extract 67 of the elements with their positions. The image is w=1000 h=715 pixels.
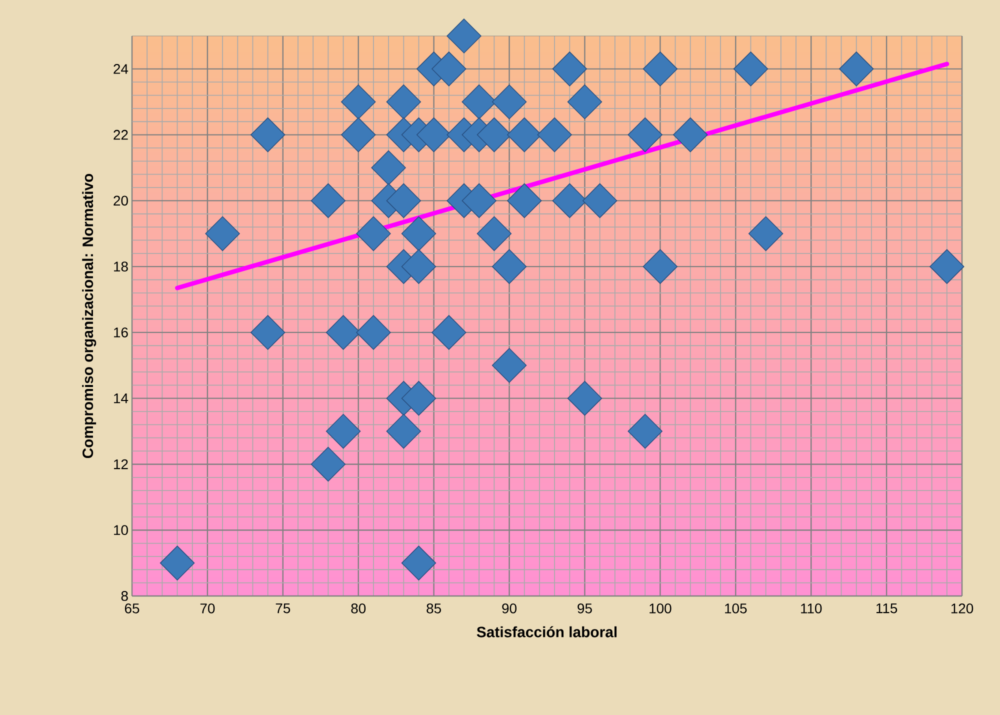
x-tick-label: 75 xyxy=(276,604,290,614)
point xyxy=(356,216,391,252)
point xyxy=(432,52,466,86)
point xyxy=(492,84,527,120)
point xyxy=(507,183,542,218)
y-tick-label: 18 xyxy=(114,262,128,272)
y-tick-label: 22 xyxy=(114,130,128,140)
point xyxy=(642,249,678,284)
point xyxy=(386,414,422,449)
point xyxy=(476,216,512,252)
point xyxy=(462,84,496,120)
point xyxy=(628,117,662,152)
y-tick-label: 14 xyxy=(114,394,128,404)
point xyxy=(401,216,436,252)
x-tick-label: 110 xyxy=(801,603,822,614)
point xyxy=(341,84,376,120)
point xyxy=(326,414,361,449)
point xyxy=(310,446,346,482)
point xyxy=(401,546,436,580)
y-tick-label: 16 xyxy=(114,328,128,338)
point xyxy=(673,117,708,152)
point xyxy=(642,52,678,86)
point xyxy=(401,249,436,284)
y-tick-label: 8 xyxy=(121,591,128,601)
point xyxy=(356,315,391,350)
point xyxy=(839,52,874,86)
point xyxy=(492,348,527,383)
point xyxy=(401,380,436,416)
x-tick-label: 85 xyxy=(426,603,441,614)
point xyxy=(567,380,602,416)
point xyxy=(462,183,496,218)
y-tick-label: 10 xyxy=(114,525,128,536)
x-tick-label: 105 xyxy=(725,603,747,614)
x-tick-label: 95 xyxy=(578,603,592,614)
point xyxy=(446,18,482,54)
x-tick-label: 65 xyxy=(124,603,140,614)
point xyxy=(371,150,406,186)
point xyxy=(160,546,195,580)
x-tick-label: 90 xyxy=(502,603,516,614)
x-tick-label: 70 xyxy=(200,603,215,614)
point xyxy=(432,315,466,350)
x-tick-label: 120 xyxy=(951,603,974,614)
point xyxy=(733,52,768,86)
x-tick-label: 115 xyxy=(876,604,898,614)
point xyxy=(386,84,422,120)
point xyxy=(930,249,964,284)
point xyxy=(582,183,618,218)
y-axis-title: Compromiso organizacional: Normativo xyxy=(82,174,96,458)
point xyxy=(628,414,662,449)
point xyxy=(552,52,587,86)
point xyxy=(567,84,602,120)
point xyxy=(310,183,346,218)
point xyxy=(205,216,240,252)
x-axis-title: Satisfacción laboral xyxy=(476,626,617,638)
point xyxy=(537,117,572,152)
y-tick-label: 12 xyxy=(114,459,128,470)
y-tick-label: 20 xyxy=(114,196,128,206)
x-tick-label: 80 xyxy=(351,603,366,614)
x-tick-label: 100 xyxy=(650,603,672,614)
point xyxy=(492,249,527,284)
point xyxy=(341,117,376,152)
point xyxy=(250,315,286,350)
point xyxy=(552,183,587,218)
point xyxy=(748,216,784,252)
point xyxy=(386,183,422,218)
point xyxy=(250,117,286,152)
y-tick-label: 24 xyxy=(114,64,128,74)
